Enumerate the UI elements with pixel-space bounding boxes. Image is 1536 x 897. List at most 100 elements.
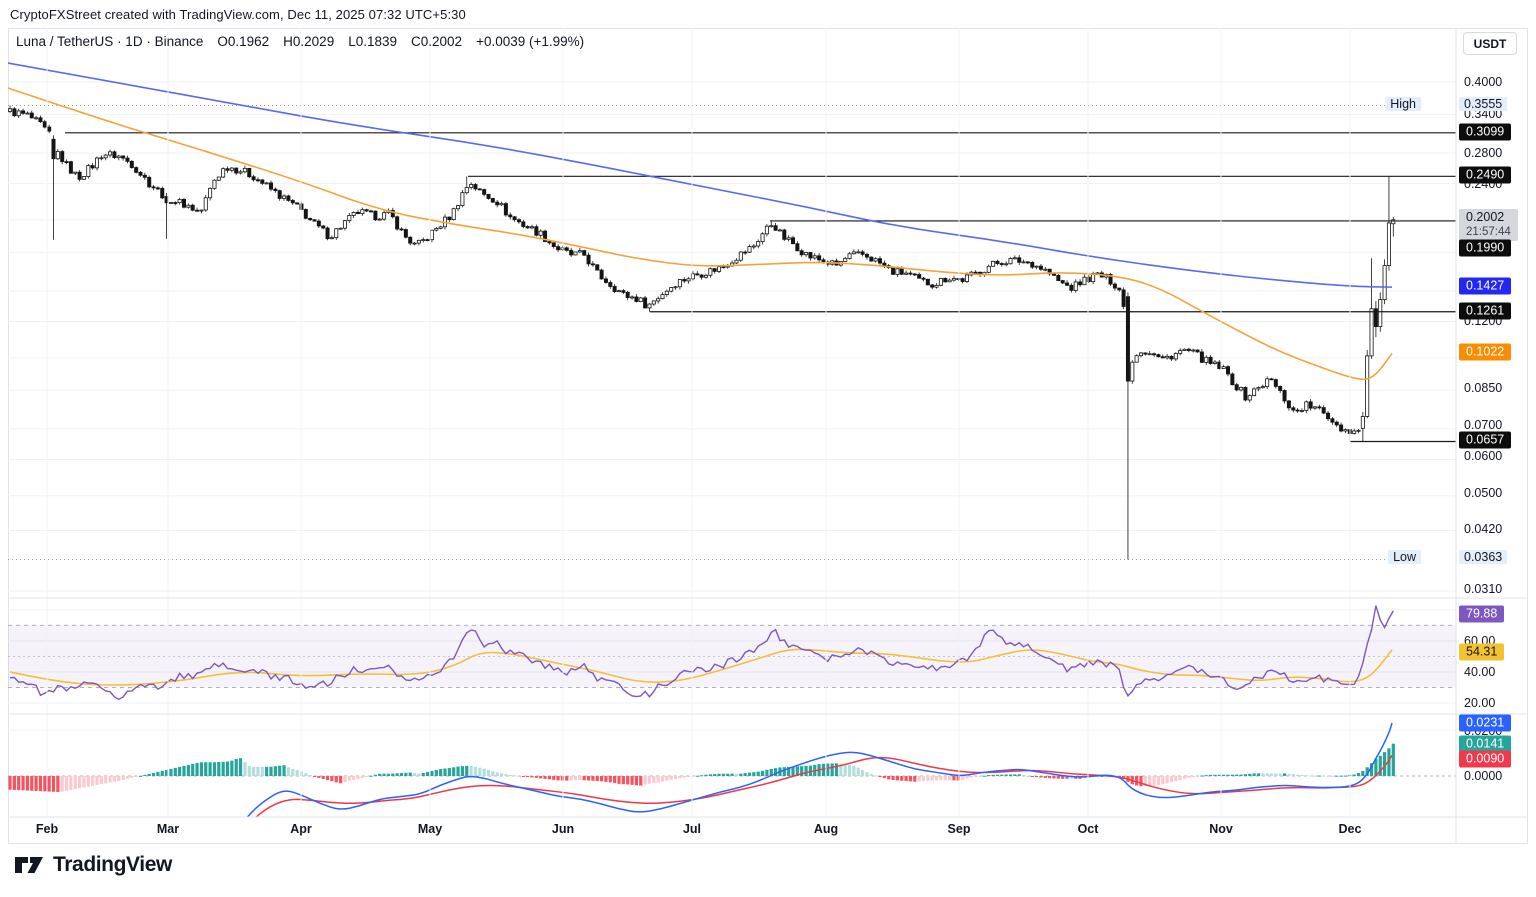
candle-body (456, 205, 461, 210)
candle-body (1134, 355, 1139, 363)
macd-histogram-bar (1352, 774, 1356, 776)
macd-histogram-bar (60, 776, 64, 792)
macd-histogram-bar (856, 767, 860, 776)
macd-histogram-bar (295, 770, 299, 776)
candle-body (1295, 409, 1300, 412)
macd-histogram-bar (86, 776, 90, 787)
candle-body (925, 278, 930, 286)
macd-histogram-bar (1383, 752, 1387, 776)
macd-value-badge: 0.0231 (1459, 714, 1512, 732)
candle-body (421, 239, 426, 242)
candle-body (195, 209, 200, 212)
macd-histogram-bar (230, 760, 234, 776)
candle-body (1282, 390, 1287, 402)
rsi-panel[interactable] (8, 605, 1456, 704)
candle-body (181, 198, 186, 208)
macd-histogram-bar (1013, 774, 1017, 776)
candle-body (55, 151, 60, 160)
macd-histogram-bar (1365, 767, 1369, 776)
macd-histogram-bar (1391, 743, 1395, 776)
candle-body (516, 219, 521, 223)
macd-histogram-bar (238, 758, 243, 776)
macd-histogram-bar (556, 776, 560, 781)
macd-histogram-bar (34, 776, 38, 791)
candle-body (577, 250, 582, 253)
macd-histogram-bar (974, 776, 978, 778)
macd-histogram-bar (678, 776, 682, 779)
high-marker-label: High (1385, 97, 1421, 111)
candle-body (273, 188, 278, 192)
candle-body (255, 179, 260, 182)
candle-body (721, 266, 726, 269)
macd-histogram-bar (1117, 776, 1121, 777)
candle-body (1369, 308, 1374, 357)
candle-body (595, 264, 600, 271)
macd-histogram-bar (717, 773, 721, 776)
candle-body (669, 287, 674, 292)
macd-histogram-bar (704, 774, 708, 776)
axis-tick: 0.0600 (1464, 449, 1503, 463)
candle-body (547, 241, 552, 244)
axis-tick: 0.0700 (1464, 418, 1503, 432)
candle-body (1365, 355, 1370, 417)
macd-histogram-bar (1030, 776, 1034, 777)
low-marker-label: Low (1388, 550, 1421, 564)
candle-body (234, 167, 239, 174)
macd-histogram-bar (921, 776, 926, 782)
candle-body (499, 203, 504, 206)
candle-body (238, 171, 243, 174)
macd-histogram-bar (913, 776, 917, 782)
macd-histogram-bar (456, 766, 460, 776)
macd-histogram-bar (382, 773, 386, 776)
main-price-panel[interactable] (8, 62, 1456, 592)
macd-histogram-bar (956, 776, 960, 781)
macd-histogram-bar (1256, 773, 1261, 776)
macd-histogram-bar (221, 761, 225, 776)
candle-body (764, 225, 769, 235)
candle-body (490, 198, 495, 203)
axis-tick: 20.00 (1464, 696, 1496, 710)
macd-histogram-bar (199, 762, 203, 776)
candle-body (1334, 421, 1339, 426)
macd-histogram-bar (1026, 775, 1030, 777)
candle-body (429, 229, 434, 241)
macd-histogram-bar (1021, 775, 1026, 777)
currency-unit-button[interactable]: USDT (1463, 32, 1517, 55)
macd-panel[interactable] (8, 722, 1456, 897)
macd-histogram-bar (373, 774, 377, 776)
macd-histogram-bar (108, 776, 112, 783)
macd-histogram-bar (1339, 775, 1343, 777)
macd-histogram-bar (874, 775, 878, 777)
candle-body (1304, 401, 1309, 411)
candle-body (395, 216, 400, 230)
candle-body (543, 230, 548, 242)
macd-histogram-bar (443, 768, 447, 776)
candle-body (782, 229, 787, 240)
macd-histogram-bar (808, 765, 812, 776)
macd-histogram-bar (491, 771, 495, 776)
axis-tick: 0.0310 (1464, 582, 1503, 596)
candle-body (377, 218, 382, 221)
candle-body (38, 117, 43, 123)
candle-body (534, 226, 539, 236)
candle-body (1165, 355, 1170, 359)
candle-body (860, 251, 865, 255)
macd-histogram-bar (1000, 774, 1004, 776)
macd-histogram-bar (526, 776, 530, 777)
candle-body (1078, 281, 1083, 286)
candle-body (1299, 410, 1304, 412)
candle-body (95, 157, 100, 169)
candle-body (956, 278, 961, 280)
candle-body (747, 246, 752, 253)
tradingview-logo[interactable]: TradingView (14, 852, 172, 878)
candle-body (934, 284, 939, 288)
macd-histogram-bar (25, 776, 29, 791)
macd-histogram-bar (64, 776, 69, 791)
macd-histogram-bar (1222, 774, 1226, 776)
candle-body (251, 176, 256, 181)
macd-histogram-bar (369, 775, 373, 777)
candle-body (1117, 287, 1122, 291)
macd-histogram-bar (1248, 773, 1252, 776)
candle-body (1056, 274, 1061, 281)
